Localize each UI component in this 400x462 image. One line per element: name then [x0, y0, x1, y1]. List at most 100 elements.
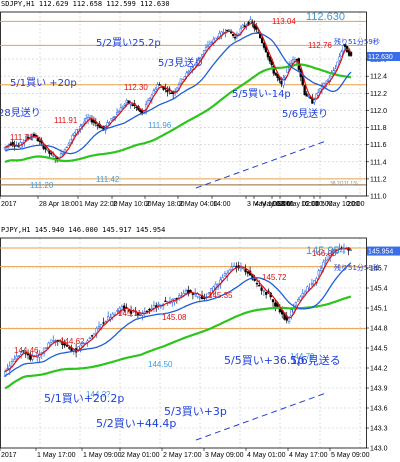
candle-body	[338, 56, 341, 61]
candle-body	[20, 351, 23, 355]
candle-body	[110, 118, 113, 121]
candle-body	[90, 119, 94, 123]
candle-body	[297, 299, 300, 302]
price-label: 111.20	[30, 181, 54, 190]
x-tick-label: 4 May 17:00	[289, 452, 328, 459]
candle-body	[179, 78, 183, 84]
fibo-label: 38.2(111.13)	[330, 181, 358, 187]
trade-annotation: 5/1買い+20.2p	[44, 392, 124, 405]
y-tick-label: 112.4	[370, 74, 387, 81]
candle-body	[148, 308, 151, 311]
candle-body	[226, 29, 229, 32]
candle-body	[249, 19, 252, 22]
candles-group	[3, 243, 353, 377]
candle-body	[61, 153, 65, 155]
candle-body	[228, 29, 231, 31]
candle-body	[81, 123, 84, 126]
candle-body	[342, 45, 345, 52]
candle-body	[326, 79, 329, 82]
candle-body	[262, 42, 266, 48]
y-tick-label: 144.5	[370, 346, 388, 353]
ma-fast-line	[4, 247, 352, 373]
candle-body	[223, 273, 227, 277]
big-price-text: 112.630	[306, 11, 345, 23]
candle-body	[274, 72, 277, 76]
candle-body	[65, 146, 68, 149]
candle-body	[65, 345, 69, 347]
candle-body	[90, 335, 94, 337]
x-tick-label: 5 May 09:00	[331, 452, 370, 459]
candle-body	[107, 316, 110, 321]
candle-body	[310, 283, 314, 285]
x-tick-label: 14:00	[213, 201, 231, 208]
y-tick-label: 112.2	[370, 91, 387, 98]
candle-body	[198, 296, 201, 299]
candle-body	[239, 28, 242, 33]
candle-body	[52, 155, 55, 157]
candle-body	[301, 75, 304, 85]
y-tick-label: 143.3	[370, 426, 388, 433]
price-label: 144.46	[14, 346, 39, 355]
y-tick-label: 111.8	[370, 125, 387, 132]
candle-body	[203, 297, 206, 299]
x-tick-label: 2 May 04:00	[179, 201, 218, 208]
candle-body	[13, 359, 16, 362]
candle-body	[202, 50, 206, 55]
candle-body	[17, 355, 21, 357]
candle-body	[210, 42, 213, 44]
candle-body	[282, 77, 285, 86]
candle-body	[100, 127, 103, 129]
chart-svg-usdjpy: 111.71 111.91 112.30 113.04 112.76 111.42 111.…	[0, 11, 400, 208]
trend-line	[195, 392, 327, 441]
ma-slow-line	[4, 295, 352, 390]
candle-body	[148, 97, 152, 101]
candle-body	[96, 124, 99, 126]
price-label: 145.35	[208, 291, 233, 300]
candle-body	[170, 92, 173, 94]
y-tick-label: 111.6	[370, 142, 387, 149]
price-label: 144.??	[86, 390, 111, 399]
candle-body	[243, 25, 246, 27]
y-tick-label: 143.0	[370, 446, 388, 453]
candle-body	[157, 303, 160, 306]
trade-annotation: 5/6見送る	[290, 353, 341, 367]
trade-annotation: 5/2買い+44.4p	[96, 417, 176, 430]
candle-body	[56, 157, 59, 159]
ma-mid-line	[4, 262, 352, 377]
candle-body	[180, 295, 183, 297]
trade-annotation: 5/1買い +20p	[10, 77, 77, 89]
current-price-value: 112.630	[368, 54, 393, 61]
trade-annotation: 5/6見送り	[282, 107, 328, 120]
candle-body	[201, 54, 204, 57]
trend-line	[195, 140, 327, 189]
trade-annotation: 5/5買い+36.1p	[224, 354, 304, 367]
big-price-text: 145.954	[306, 245, 346, 257]
candle-body	[116, 310, 119, 312]
candle-body	[117, 111, 121, 114]
price-label: 111.91	[54, 116, 78, 125]
candle-body	[233, 37, 237, 39]
candle-body	[276, 74, 279, 79]
candle-body	[299, 296, 302, 301]
candle-body	[104, 320, 108, 323]
current-price-value: 145.954	[368, 249, 393, 256]
candle-body	[15, 356, 18, 359]
candle-body	[121, 106, 125, 109]
trade-annotation: 5/5買い-14p	[232, 88, 291, 100]
candle-body	[79, 126, 82, 129]
candle-body	[324, 259, 327, 262]
candle-body	[184, 290, 188, 296]
x-tick-label: 3 May 09:00	[205, 452, 244, 459]
price-label: 111.71	[10, 133, 34, 142]
x-tick-label: 3 May 02:00	[281, 201, 320, 208]
candle-body	[123, 103, 126, 106]
candle-body	[336, 61, 339, 68]
candle-body	[38, 140, 41, 142]
y-tick-label: 111.4	[370, 159, 387, 166]
candle-body	[45, 347, 48, 349]
y-tick-label: 145.4	[370, 286, 388, 293]
chart-panel-usdjpy: 111.71 111.91 112.30 113.04 112.76 111.42 111.…	[0, 0, 400, 222]
y-tick-label: 143.9	[370, 386, 388, 393]
candle-body	[260, 37, 264, 44]
candle-body	[115, 112, 119, 116]
